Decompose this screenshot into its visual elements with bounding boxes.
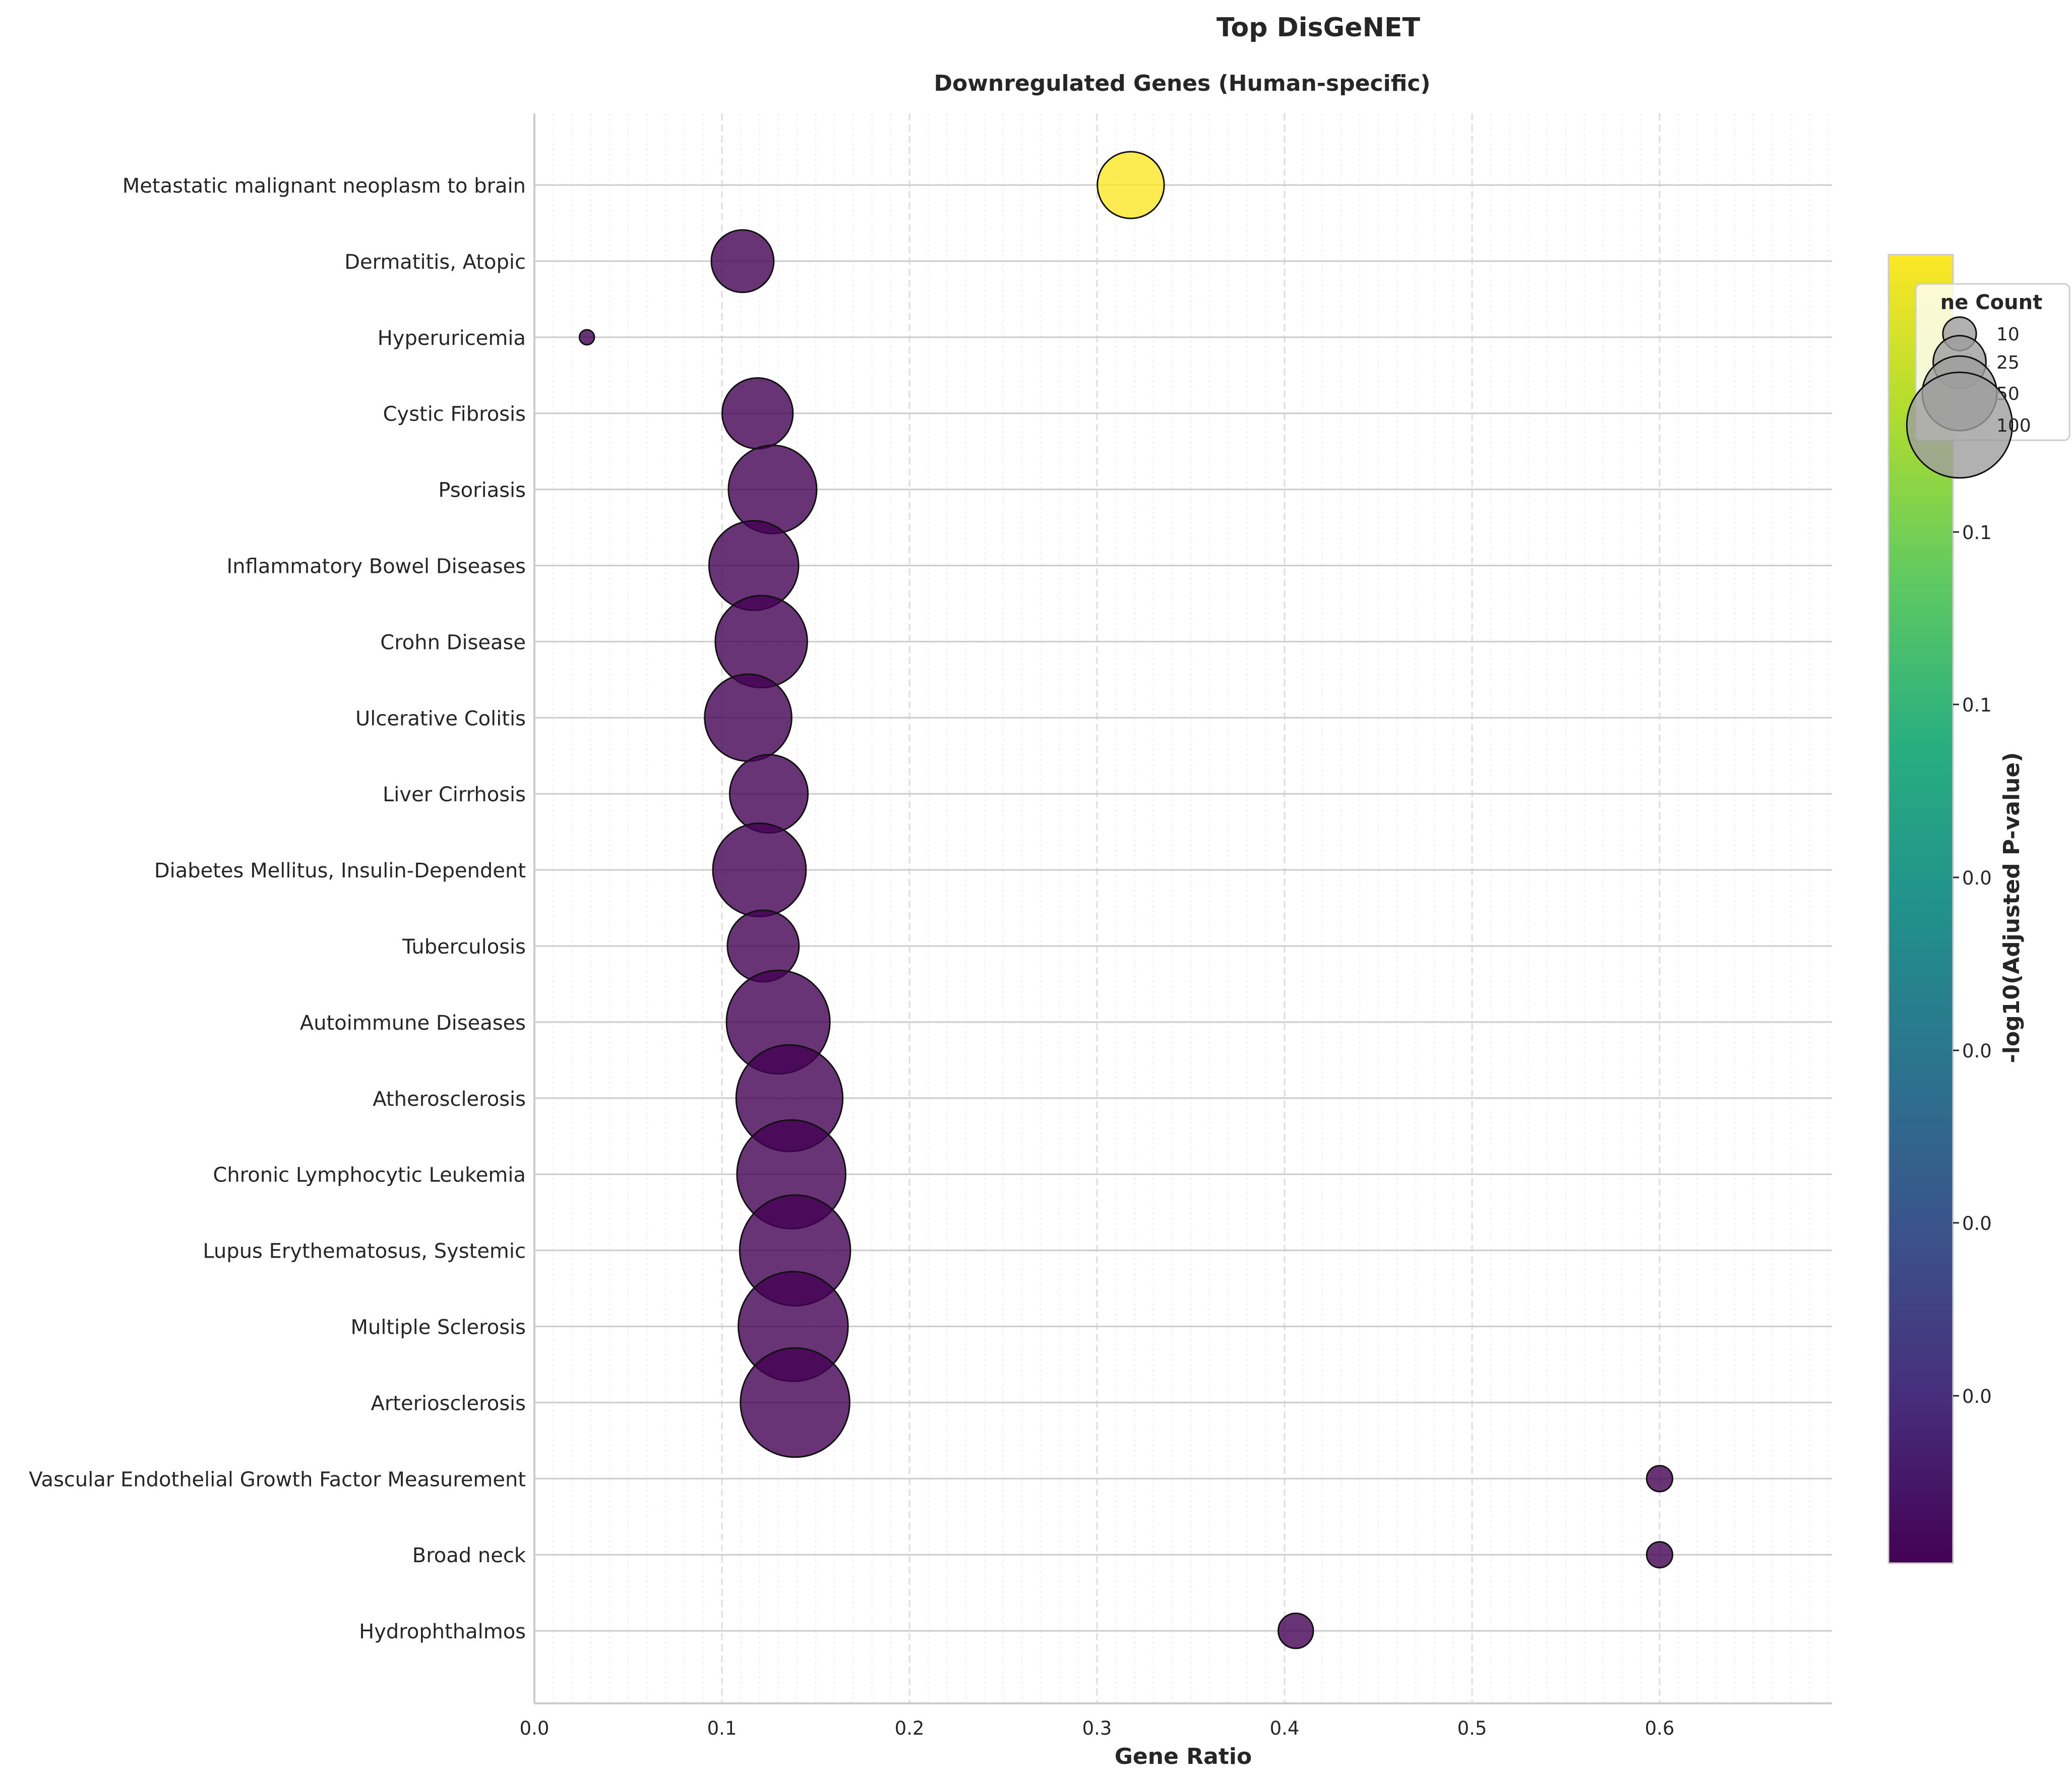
x-tick-label: 0.3 (1082, 1718, 1112, 1739)
data-point (714, 595, 808, 689)
y-tick-label: Metastatic malignant neoplasm to brain (123, 174, 526, 198)
size-legend-label: 100 (1996, 416, 2031, 436)
data-point (1646, 1465, 1674, 1493)
colorbar-tick-label: 0.0 (1962, 1386, 1992, 1407)
y-tick-label: Broad neck (412, 1544, 526, 1567)
y-tick-label: Tuberculosis (402, 935, 526, 959)
points-layer (578, 151, 1674, 1649)
colorbar-tick-label: 0.0 (1962, 867, 1992, 889)
data-point (728, 754, 809, 834)
y-tick-label: Multiple Sclerosis (350, 1316, 526, 1339)
y-tick-label: Diabetes Mellitus, Insulin-Dependent (154, 859, 526, 882)
colorbar-tick-label: 0.1 (1962, 522, 1992, 544)
x-tick-label: 0.4 (1270, 1718, 1300, 1739)
x-tick-label: 0.6 (1645, 1718, 1675, 1739)
data-point (710, 229, 775, 293)
x-axis-label: Gene Ratio (1115, 1744, 1252, 1769)
size-legend-label: 25 (1996, 352, 2020, 373)
y-tick-label: Hyperuricemia (378, 327, 526, 350)
data-point (578, 329, 595, 346)
y-tick-label: Liver Cirrhosis (383, 783, 526, 806)
size-legend-title: ne Count (1940, 291, 2042, 314)
data-point (712, 822, 807, 918)
y-tick-label: Chronic Lymphocytic Leukemia (213, 1164, 526, 1187)
y-tick-label: Autoimmune Diseases (300, 1012, 526, 1035)
y-tick-label: Arteriosclerosis (371, 1392, 526, 1415)
grid-layer (533, 113, 1829, 1703)
colorbar-tick-labels: 0.10.10.10.00.00.00.0 (1953, 349, 1992, 1407)
y-tick-label: Crohn Disease (380, 631, 526, 654)
x-tick-label: 0.2 (895, 1718, 925, 1739)
y-tick-label: Hydrophthalmos (359, 1620, 526, 1643)
size-legend-label: 10 (1996, 324, 2020, 345)
data-point (704, 673, 793, 762)
size-legend-marker (1906, 371, 2014, 479)
y-tick-label: Ulcerative Colitis (355, 707, 526, 730)
y-tick-label: Lupus Erythematosus, Systemic (203, 1240, 526, 1263)
data-point (740, 1347, 850, 1458)
y-tick-labels: Metastatic malignant neoplasm to brain De… (29, 174, 526, 1643)
y-tick-label: Cystic Fibrosis (383, 403, 526, 426)
colorbar-label: -log10(Adjusted P-value) (1999, 752, 2025, 1063)
data-point (1646, 1541, 1674, 1569)
y-tick-label: Vascular Endothelial Growth Factor Measu… (29, 1468, 526, 1491)
data-point (1096, 151, 1165, 219)
colorbar-tick-label: 0.0 (1962, 1040, 1992, 1062)
x-tick-label: 0.5 (1457, 1718, 1487, 1739)
y-tick-label: Dermatitis, Atopic (344, 251, 526, 274)
data-point (727, 444, 818, 535)
x-tick-label: 0.1 (707, 1718, 737, 1739)
colorbar-tick-label: 0.1 (1962, 694, 1992, 716)
y-tick-label: Inflammatory Bowel Diseases (226, 555, 526, 578)
data-point (1277, 1612, 1314, 1649)
data-point (721, 377, 794, 450)
y-tick-label: Atherosclerosis (373, 1088, 526, 1111)
y-tick-label: Psoriasis (438, 479, 526, 502)
chart-subtitle: Downregulated Genes (Human-specific) (934, 71, 1430, 96)
colorbar-tick-label: 0.0 (1962, 1213, 1992, 1234)
x-tick-label: 0.0 (520, 1718, 550, 1739)
x-tick-labels: 0.0 0.1 0.2 0.3 0.4 0.5 0.6 (520, 1718, 1675, 1739)
figure-title: Top DisGeNET (1216, 13, 1421, 43)
